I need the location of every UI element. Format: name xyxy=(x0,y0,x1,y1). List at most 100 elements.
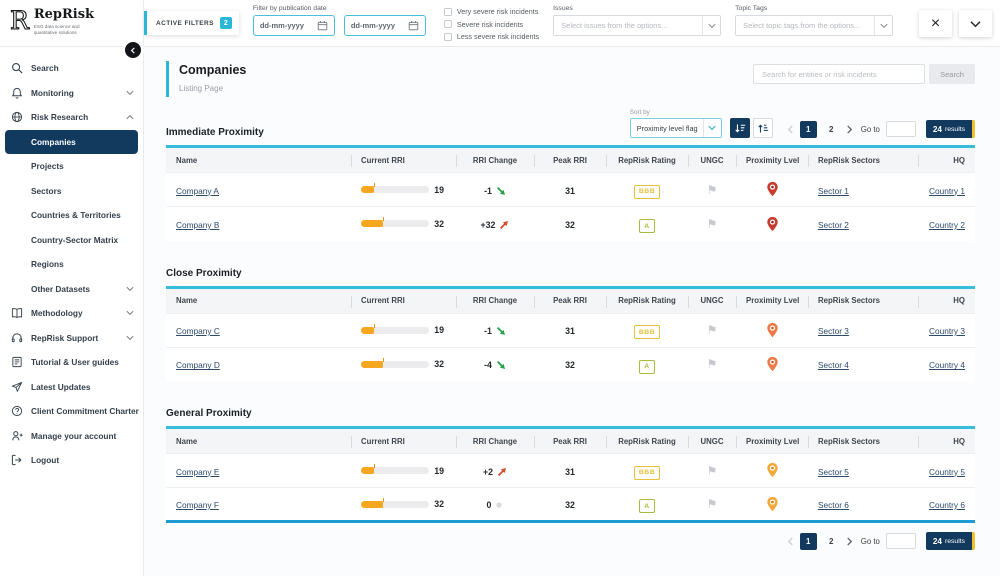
entity-search-input[interactable] xyxy=(753,64,925,84)
entity-search: Search xyxy=(753,64,975,84)
sidebar-item-label: Regions xyxy=(31,259,64,270)
column-header-reprisk-rating: RepRisk Rating xyxy=(606,287,688,313)
sidebar-item-label: Projects xyxy=(31,161,64,172)
sidebar-item-label: Monitoring xyxy=(31,87,74,98)
goto-page-input[interactable] xyxy=(885,533,916,549)
publication-date-filter: Filter by publication date dd-mm-yyyy dd… xyxy=(252,0,426,36)
country-link[interactable]: Country 2 xyxy=(929,219,965,230)
sort-by-select[interactable]: Proximity level flag xyxy=(629,118,722,138)
clear-filters-button[interactable]: × xyxy=(919,10,952,37)
sort-descending-icon xyxy=(734,123,746,134)
section-title: Close Proximity xyxy=(166,267,242,279)
sidebar-item-latest-updates[interactable]: Latest Updates xyxy=(0,375,143,400)
page-1-button[interactable]: 1 xyxy=(799,532,817,550)
active-filters-label: ACTIVE FILTERS xyxy=(156,19,214,27)
sort-descending-button[interactable] xyxy=(729,118,750,138)
sector-link[interactable]: Sector 4 xyxy=(818,360,849,371)
section-title: General Proximity xyxy=(166,408,252,419)
sidebar-item-regions[interactable]: Regions xyxy=(0,252,143,277)
page-2-button[interactable]: 2 xyxy=(829,536,834,546)
sidebar-item-methodology[interactable]: Methodology xyxy=(0,301,143,326)
date-to-input[interactable]: dd-mm-yyyy xyxy=(343,15,426,36)
chevron-down-icon xyxy=(874,16,892,35)
rri-change-value: +32 xyxy=(480,219,496,230)
sidebar-item-search[interactable]: Search xyxy=(0,56,143,81)
page-2-button[interactable]: 2 xyxy=(829,124,834,134)
active-filters-badge[interactable]: ACTIVE FILTERS 2 xyxy=(144,11,239,35)
sidebar-collapse-button[interactable] xyxy=(125,42,141,58)
sidebar-item-companies[interactable]: Companies xyxy=(5,129,138,154)
country-link[interactable]: Country 3 xyxy=(929,326,965,336)
topic-tags-select[interactable]: Select topic tags from the options... xyxy=(735,15,894,36)
column-header-reprisk-rating: RepRisk Rating xyxy=(606,147,688,173)
peak-rri-value: 32 xyxy=(565,219,575,230)
brand-logo[interactable]: R RepRisk ESG data science and quantitat… xyxy=(0,0,132,36)
sidebar-item-projects[interactable]: Projects xyxy=(0,154,143,179)
sidebar-item-tutorial-user-guides[interactable]: Tutorial & User guides xyxy=(0,350,143,375)
page-1-button[interactable]: 1 xyxy=(799,120,817,138)
entity-search-button[interactable]: Search xyxy=(929,64,975,84)
proximity-pin-icon xyxy=(766,215,779,232)
date-from-input[interactable]: dd-mm-yyyy xyxy=(252,15,335,36)
country-link[interactable]: Country 1 xyxy=(929,185,965,196)
prev-page-button[interactable] xyxy=(787,536,794,546)
sector-link[interactable]: Sector 2 xyxy=(818,219,849,230)
column-header-ungc: UNGC xyxy=(688,428,736,454)
country-link[interactable]: Country 6 xyxy=(929,500,965,510)
collapse-filterbar-button[interactable] xyxy=(959,10,992,37)
sidebar-item-other-datasets[interactable]: Other Datasets xyxy=(0,277,143,302)
sidebar-item-reprisk-support[interactable]: RepRisk Support xyxy=(0,326,143,351)
column-header-peak-rri: Peak RRI xyxy=(534,287,606,313)
company-link[interactable]: Company A xyxy=(176,185,219,196)
sidebar-item-label: Logout xyxy=(31,455,60,466)
prev-page-button[interactable] xyxy=(787,124,794,134)
reprisk-rating-badge: A xyxy=(639,499,655,514)
guide-icon xyxy=(11,356,24,368)
main-content: Companies Listing Page Search Immediate … xyxy=(144,47,1000,576)
proximity-pin-icon xyxy=(766,495,779,512)
column-header-current-rri: Current RRI xyxy=(351,428,456,454)
next-page-button[interactable] xyxy=(846,124,853,134)
checkbox-very-severe[interactable]: Very severe risk incidents xyxy=(443,7,539,16)
sidebar-item-risk-research[interactable]: Risk Research xyxy=(0,105,143,130)
sidebar-item-label: Manage your account xyxy=(31,430,117,441)
table-section-immediate-proximity: Immediate Proximity Sort by Proximity le… xyxy=(166,109,975,241)
next-page-button[interactable] xyxy=(846,536,853,546)
sector-link[interactable]: Sector 5 xyxy=(818,466,849,477)
company-link[interactable]: Company C xyxy=(176,326,220,336)
sector-link[interactable]: Sector 3 xyxy=(818,326,849,336)
sidebar-item-monitoring[interactable]: Monitoring xyxy=(0,81,143,106)
issues-select[interactable]: Select issues from the options... xyxy=(553,15,722,36)
sidebar-item-logout[interactable]: Logout xyxy=(0,448,143,473)
chevron-down-icon xyxy=(702,119,721,137)
sidebar-item-label: Tutorial & User guides xyxy=(31,357,119,368)
checkbox-severe[interactable]: Severe risk incidents xyxy=(443,20,539,29)
sector-link[interactable]: Sector 1 xyxy=(818,185,849,196)
sidebar-item-manage-your-account[interactable]: Manage your account xyxy=(0,424,143,449)
checkbox-icon xyxy=(443,20,452,28)
sidebar-item-label: Other Datasets xyxy=(31,283,91,294)
checkbox-less-severe[interactable]: Less severe risk incidents xyxy=(443,32,539,41)
goto-page-input[interactable] xyxy=(885,121,916,137)
company-link[interactable]: Company B xyxy=(176,219,220,230)
sector-link[interactable]: Sector 6 xyxy=(818,500,849,510)
companies-table: Name Current RRI RRI Change Peak RRI RepRisk… xyxy=(166,145,975,241)
globe-icon xyxy=(11,111,24,123)
sidebar-item-client-commitment-charter[interactable]: Client Commitment Charter xyxy=(0,399,143,424)
country-link[interactable]: Country 4 xyxy=(929,360,965,371)
active-filters-count: 2 xyxy=(219,17,232,29)
goto-label: Go to xyxy=(860,536,880,546)
sidebar-item-sectors[interactable]: Sectors xyxy=(0,179,143,204)
current-rri-value: 19 xyxy=(434,325,444,335)
sidebar-item-countries-territories[interactable]: Countries & Territories xyxy=(0,203,143,228)
country-link[interactable]: Country 5 xyxy=(929,466,965,477)
sidebar-item-country-sector-matrix[interactable]: Country-Sector Matrix xyxy=(0,228,143,253)
companies-table: Name Current RRI RRI Change Peak RRI RepRisk… xyxy=(166,426,975,523)
sidebar-item-label: Sectors xyxy=(31,185,62,196)
sort-ascending-button[interactable] xyxy=(752,118,773,138)
close-icon: × xyxy=(930,14,941,32)
proximity-pin-icon xyxy=(766,355,779,372)
company-link[interactable]: Company F xyxy=(176,500,219,510)
company-link[interactable]: Company D xyxy=(176,360,220,371)
company-link[interactable]: Company E xyxy=(176,466,220,477)
